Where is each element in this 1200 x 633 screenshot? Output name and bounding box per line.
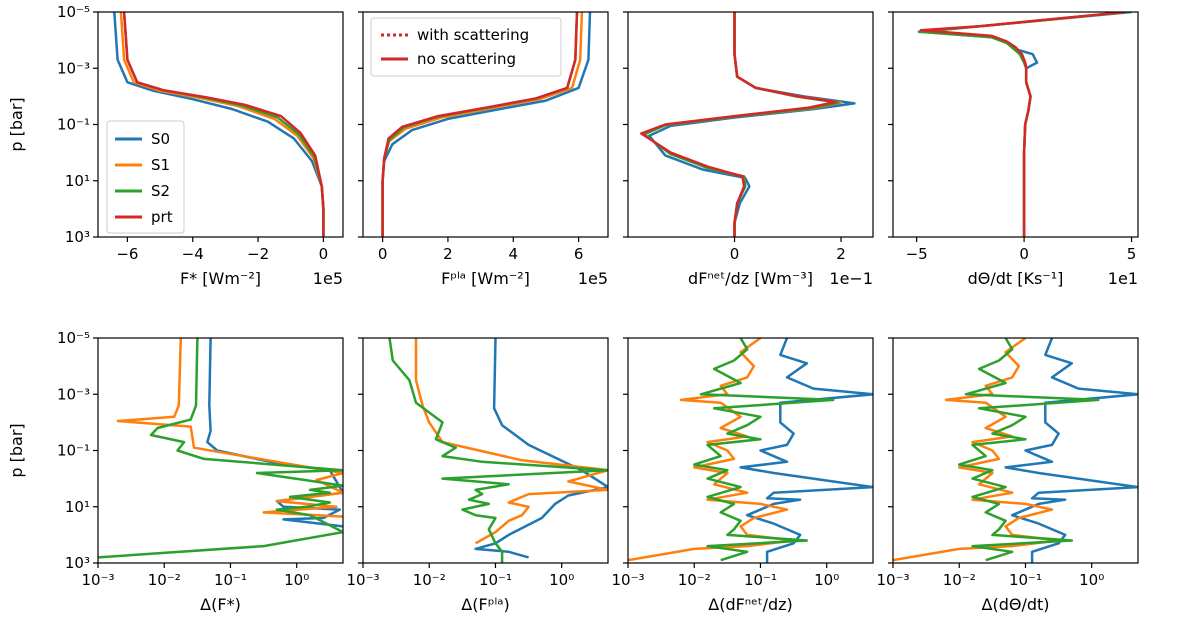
series-group [628, 338, 873, 563]
series-line-prt [122, 12, 325, 237]
series-line-s0 [1004, 338, 1138, 563]
legend-box [370, 17, 562, 77]
series-line-s0 [474, 338, 608, 559]
panel-1-2: 10⁻³ 10⁻² 10⁻¹ 10⁰ Δ(dFⁿᵉᵗ/dz) [611, 337, 874, 614]
y-axis-label: p [bar] [7, 423, 26, 477]
x-tick-label: 4 [508, 245, 518, 263]
x-tick-label: 10⁻¹ [744, 571, 777, 589]
x-tick-label: 0 [378, 245, 388, 263]
x-tick-label: 6 [574, 245, 584, 263]
x-tick-label: 10⁻² [678, 571, 711, 589]
x-tick-label: 10⁻³ [346, 571, 379, 589]
x-tick-label: 0 [730, 245, 740, 263]
x-tick-label: 10⁻² [413, 571, 446, 589]
series-group [640, 12, 856, 237]
x-tick-label: −2 [247, 245, 269, 263]
panel-1-3: 10⁻³ 10⁻² 10⁻¹ 10⁰ Δ(dΘ/dt) [876, 337, 1139, 614]
series-group [388, 338, 608, 563]
x-tick-label: 10⁰ [549, 571, 574, 589]
series-line-s1 [414, 338, 608, 545]
x-tick-label: 2 [836, 245, 846, 263]
series-line-s0 [206, 338, 343, 528]
x-tick-label: 10⁰ [284, 571, 309, 589]
series-line-prt [919, 12, 1126, 237]
legend-label-s1: S1 [151, 156, 170, 174]
legend-label-s2: S2 [151, 182, 170, 200]
x-tick-label: 10⁻² [943, 571, 976, 589]
series-line-s2 [957, 338, 1100, 562]
y-tick-label: 10³ [65, 228, 90, 246]
y-tick-label: 10¹ [65, 498, 90, 516]
x-axis-label: dFⁿᵉᵗ/dz [Wm⁻³] [688, 269, 813, 288]
panel-0-1: 0 2 4 6 Fᵖˡᵃ [Wm⁻²] 1e5 with scattering no scat… [358, 11, 609, 288]
x-axis-label: Fᵖˡᵃ [Wm⁻²] [441, 269, 530, 288]
series-line-s2 [98, 338, 343, 559]
x-tick-label: −5 [906, 245, 928, 263]
legend-label-s0: S0 [151, 130, 170, 148]
legend-label-no-scattering: no scattering [417, 50, 516, 68]
series-line-s1 [893, 338, 1060, 562]
x-axis-label: Δ(F*) [200, 595, 241, 614]
series-group [113, 12, 325, 237]
y-tick-label: 10⁻⁵ [57, 3, 90, 21]
panel-0-0: 10⁻⁵ 10⁻³ 10⁻¹ 10¹ 10³ −6 −4 −2 0 F* [Wm⁻²] 1e5 p [… [7, 3, 344, 288]
x-tick-label: 0 [1019, 245, 1029, 263]
series-line-s2 [388, 338, 608, 563]
axes-frame [362, 337, 609, 564]
y-tick-label: 10⁻⁵ [57, 329, 90, 347]
panel-0-3: −5 0 5 dΘ/dt [Ks⁻¹] 1e1 [888, 11, 1139, 288]
y-tick-label: 10⁻¹ [57, 116, 90, 134]
series-line-s1 [628, 338, 795, 562]
x-axis-label: Δ(Fᵖˡᵃ) [461, 595, 509, 614]
x-tick-label: 10⁻³ [81, 571, 114, 589]
offset-text: 1e1 [1108, 269, 1138, 288]
series-group [381, 12, 592, 237]
y-tick-label: 10⁻¹ [57, 442, 90, 460]
series-line-prt [640, 12, 837, 237]
legend-box [106, 120, 185, 234]
series-group [917, 12, 1132, 237]
x-axis-label: dΘ/dt [Ks⁻¹] [968, 269, 1064, 288]
x-tick-label: 10⁻² [148, 571, 181, 589]
legend-label-prt: prt [151, 208, 173, 226]
y-axis-label: p [bar] [7, 97, 26, 151]
x-tick-label: 0 [319, 245, 329, 263]
offset-text: 1e−1 [829, 269, 873, 288]
panel-1-1: 10⁻³ 10⁻² 10⁻¹ 10⁰ Δ(Fᵖˡᵃ) [346, 337, 609, 614]
x-tick-label: 10⁰ [1079, 571, 1104, 589]
x-tick-label: 2 [443, 245, 453, 263]
series-line-prt [381, 12, 579, 237]
series-line-s2 [692, 338, 835, 562]
series-line-s0 [739, 338, 873, 563]
x-tick-label: 10⁰ [814, 571, 839, 589]
x-tick-label: 10⁻¹ [214, 571, 247, 589]
x-tick-label: 5 [1127, 245, 1137, 263]
x-tick-label: 10⁻³ [611, 571, 644, 589]
y-tick-label: 10¹ [65, 172, 90, 190]
x-tick-label: 10⁻¹ [1009, 571, 1042, 589]
legend-label-with-scattering: with scattering [417, 26, 529, 44]
panel-0-2: 0 2 dFⁿᵉᵗ/dz [Wm⁻³] 1e−1 [623, 11, 874, 288]
offset-text: 1e5 [578, 269, 608, 288]
y-tick-label: 10⁻³ [57, 59, 90, 77]
x-tick-label: 10⁻¹ [479, 571, 512, 589]
x-tick-label: −4 [182, 245, 204, 263]
x-axis-label: Δ(dΘ/dt) [982, 595, 1050, 614]
x-axis-label: Δ(dFⁿᵉᵗ/dz) [708, 595, 793, 614]
x-axis-label: F* [Wm⁻²] [180, 269, 261, 288]
series-group [893, 338, 1138, 563]
x-tick-label: 10⁻³ [876, 571, 909, 589]
series-group [98, 338, 343, 559]
y-tick-label: 10⁻³ [57, 385, 90, 403]
y-tick-label: 10³ [65, 554, 90, 572]
x-tick-label: −6 [116, 245, 138, 263]
offset-text: 1e5 [313, 269, 343, 288]
